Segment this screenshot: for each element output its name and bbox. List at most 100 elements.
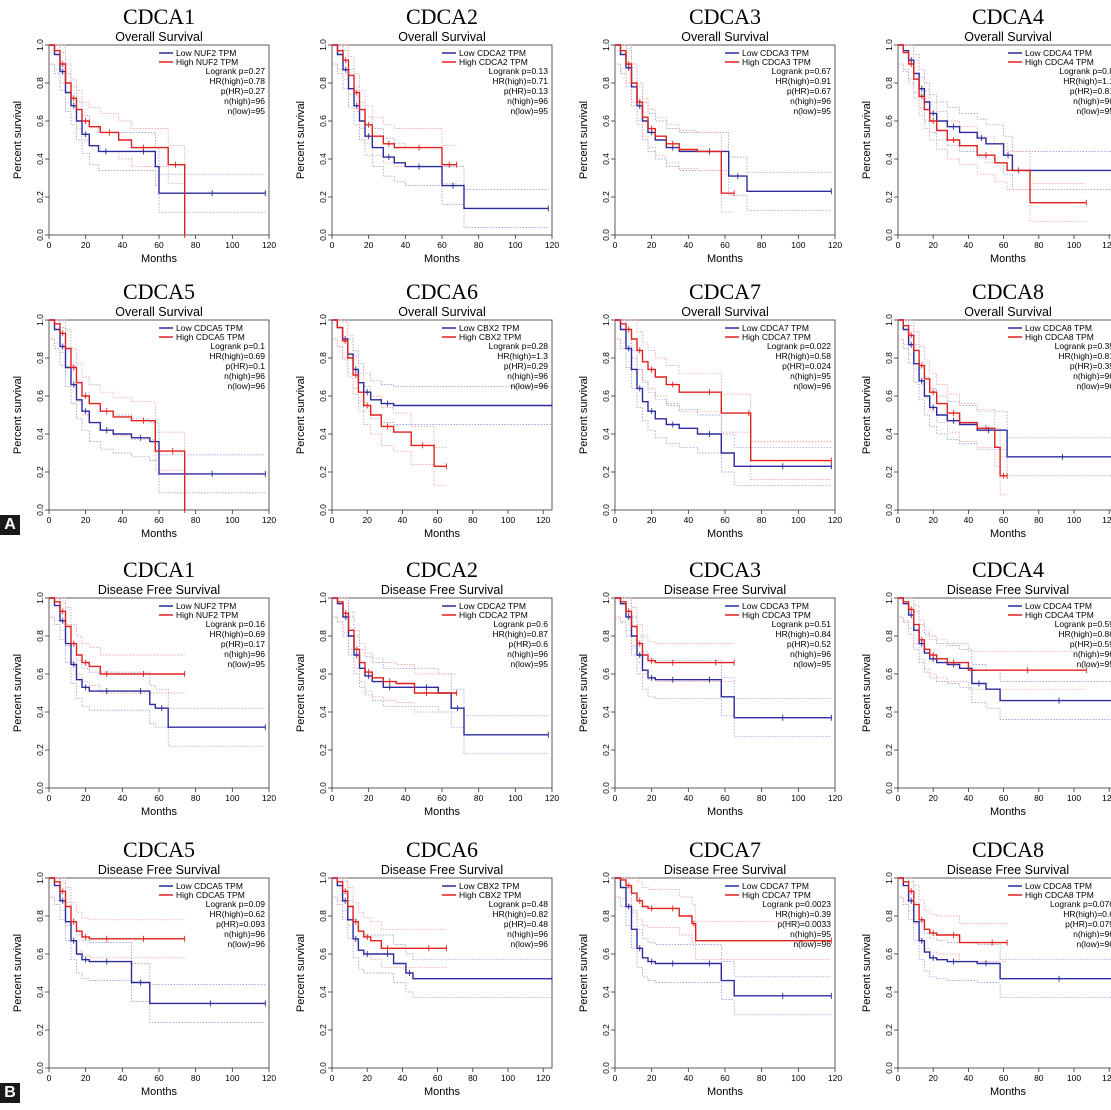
y-tick-label: 0.4 xyxy=(601,706,611,718)
y-tick-label: 0.8 xyxy=(884,352,894,364)
stat-line: Logrank p=0.13 xyxy=(489,66,549,76)
y-tick-label: 0.0 xyxy=(35,229,45,241)
x-axis-label: Months xyxy=(424,1086,461,1098)
y-tick-label: 0.4 xyxy=(884,706,894,718)
y-tick-label: 0.6 xyxy=(35,390,45,402)
x-tick-label: 80 xyxy=(757,1073,767,1083)
y-axis-label: Percent survival xyxy=(578,654,590,732)
chart-title: CDCA7 xyxy=(689,279,761,304)
x-tick-label: 0 xyxy=(47,515,52,525)
x-tick-label: 60 xyxy=(999,240,1009,250)
chart-subtitle: Overall Survival xyxy=(681,30,769,44)
ci-upper-high xyxy=(615,319,832,442)
y-tick-label: 0.0 xyxy=(318,504,328,516)
x-tick-label: 20 xyxy=(364,240,374,250)
ci-upper-high xyxy=(49,319,186,491)
y-axis-label: Percent survival xyxy=(12,934,24,1012)
stat-line: n(high)=96 xyxy=(1073,929,1111,939)
x-tick-label: 0 xyxy=(330,793,335,803)
curve-high-expression xyxy=(332,597,457,694)
y-tick-label: 0.0 xyxy=(601,229,611,241)
y-tick-label: 0.0 xyxy=(884,1062,894,1074)
chart-subtitle: Overall Survival xyxy=(681,305,769,319)
y-tick-label: 0.6 xyxy=(884,390,894,402)
curve-low-expression xyxy=(898,319,1111,458)
x-tick-label: 20 xyxy=(362,1073,372,1083)
plot-frame xyxy=(331,319,553,511)
stat-line: n(low)=95 xyxy=(793,106,831,116)
stat-line: n(low)=96 xyxy=(1076,939,1111,949)
legend-label: High CDCA2 TPM xyxy=(459,57,528,67)
stat-line: Logrank p=0.6 xyxy=(493,619,548,629)
stat-line: p(HR)=0.024 xyxy=(782,361,831,371)
y-tick-label: 0.8 xyxy=(35,910,45,922)
x-tick-label: 100 xyxy=(225,1073,239,1083)
legend-label: High NUF2 TPM xyxy=(176,57,238,67)
x-tick-label: 20 xyxy=(647,793,657,803)
stat-line: n(high)=95 xyxy=(790,929,831,939)
ci-lower-low xyxy=(615,616,832,738)
x-tick-label: 100 xyxy=(791,793,805,803)
stat-line: Logrank p=0.51 xyxy=(772,619,832,629)
legend-label: Low CDCA8 TPM xyxy=(1025,881,1092,891)
stat-line: n(high)=96 xyxy=(224,929,265,939)
y-axis-label: Percent survival xyxy=(861,376,873,454)
curve-high-expression xyxy=(898,597,1087,671)
y-tick-label: 0.2 xyxy=(884,1024,894,1036)
panel-label-b: B xyxy=(0,1083,20,1103)
ci-lower-low xyxy=(49,616,266,747)
legend-label: High CDCA4 TPM xyxy=(1025,57,1094,67)
y-tick-label: 0.0 xyxy=(35,1062,45,1074)
y-tick-label: 0.4 xyxy=(318,428,328,440)
x-tick-label: 80 xyxy=(191,793,201,803)
x-tick-label: 80 xyxy=(1034,240,1044,250)
x-tick-label: 20 xyxy=(81,1073,91,1083)
ci-lower-high xyxy=(49,338,186,510)
ci-lower-low xyxy=(615,63,832,211)
curve-high-expression xyxy=(615,597,735,664)
legend-label: High CDCA7 TPM xyxy=(742,332,811,342)
stat-line: HR(high)=0.91 xyxy=(775,76,831,86)
stat-line: HR(high)=0.81 xyxy=(1058,351,1111,361)
x-tick-label: 0 xyxy=(896,515,901,525)
x-tick-label: 40 xyxy=(118,793,128,803)
legend-label: Low CBX2 TPM xyxy=(459,323,519,333)
y-tick-label: 0.6 xyxy=(318,948,328,960)
stat-line: Logrank p=0.16 xyxy=(206,619,266,629)
x-tick-label: 20 xyxy=(928,1073,938,1083)
stat-line: n(high)=96 xyxy=(224,96,265,106)
x-tick-label: 100 xyxy=(508,240,522,250)
stat-line: n(low)=95 xyxy=(227,659,265,669)
legend-label: High CDCA7 TPM xyxy=(742,890,811,900)
y-tick-label: 0.8 xyxy=(601,910,611,922)
x-tick-label: 20 xyxy=(928,240,938,250)
curve-high-expression xyxy=(615,877,832,942)
x-tick-label: 0 xyxy=(47,1073,52,1083)
legend-label: High CDCA3 TPM xyxy=(742,610,811,620)
ci-upper-high xyxy=(898,597,1087,652)
x-tick-label: 20 xyxy=(647,240,657,250)
chart-title: CDCA2 xyxy=(406,4,478,29)
x-tick-label: 0 xyxy=(330,515,335,525)
ci-lower-high xyxy=(332,896,447,968)
x-tick-label: 0 xyxy=(47,793,52,803)
x-tick-label: 100 xyxy=(1067,240,1081,250)
stat-line: n(high)=96 xyxy=(224,371,265,381)
x-tick-label: 60 xyxy=(999,515,1009,525)
y-axis-label: Percent survival xyxy=(861,934,873,1012)
x-tick-label: 40 xyxy=(398,1073,408,1083)
x-tick-label: 60 xyxy=(437,240,447,250)
y-tick-label: 0.0 xyxy=(601,782,611,794)
x-tick-label: 40 xyxy=(398,515,408,525)
x-tick-label: 120 xyxy=(545,793,559,803)
y-tick-label: 0.0 xyxy=(35,782,45,794)
stat-line: HR(high)=0.6 xyxy=(1063,909,1111,919)
x-tick-label: 100 xyxy=(225,240,239,250)
y-tick-label: 0.2 xyxy=(318,466,328,478)
legend-label: High CDCA8 TPM xyxy=(1025,332,1094,342)
x-tick-label: 120 xyxy=(262,515,276,525)
x-tick-label: 60 xyxy=(999,1073,1009,1083)
